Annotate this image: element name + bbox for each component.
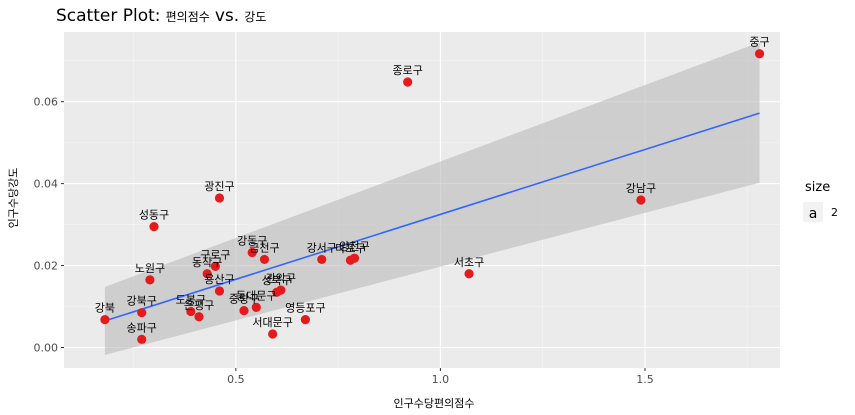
- point-label: 구로구: [200, 248, 230, 261]
- legend: size a 2: [803, 180, 838, 222]
- point-label: 강서구: [307, 241, 337, 254]
- data-point: [186, 306, 196, 317]
- x-axis-ticks: 0.5 1.0 1.5: [227, 368, 654, 386]
- y-axis-ticks: 0.00 0.02 0.04 0.06: [34, 96, 64, 355]
- data-point: [137, 308, 147, 318]
- x-tick-label: 1.0: [432, 373, 450, 386]
- chart-title: Scatter Plot: 편의점수 vs. 강도: [56, 6, 266, 26]
- point-label: 강북구: [127, 295, 157, 308]
- point-label: 은평구: [184, 299, 214, 312]
- chart-title-part1: Scatter Plot:: [56, 6, 161, 26]
- data-point: [247, 247, 257, 258]
- chart-title-part3: vs.: [214, 6, 240, 26]
- y-axis-label: 인구수당강도: [7, 168, 20, 229]
- data-point: [194, 312, 204, 322]
- point-label: 노원구: [135, 262, 165, 275]
- point-label: 중구: [749, 36, 769, 49]
- data-point: [149, 222, 159, 232]
- chart-title-part2: 편의점수: [165, 10, 210, 24]
- point-label: 서초구: [454, 256, 484, 269]
- point-label: 양천구: [339, 239, 369, 253]
- legend-title: size: [805, 180, 830, 195]
- point-label: 영등포구: [285, 302, 325, 315]
- data-point: [239, 306, 249, 316]
- x-tick-label: 1.5: [636, 373, 654, 386]
- data-point: [214, 193, 225, 203]
- data-point: [403, 77, 413, 87]
- point-label: 동작구: [192, 256, 222, 269]
- data-point: [317, 254, 327, 265]
- data-point: [268, 329, 278, 339]
- point-label: 동대문구: [236, 289, 276, 302]
- data-point: [214, 286, 225, 296]
- data-point: [464, 269, 474, 279]
- point-label: 광진구: [204, 180, 234, 193]
- legend-key-box: [803, 202, 823, 222]
- data-point: [145, 275, 155, 285]
- fit-line: [104, 112, 760, 322]
- y-tick-label: 0.02: [34, 260, 59, 273]
- legend-key-label: 2: [831, 206, 838, 219]
- data-point: [202, 269, 212, 279]
- y-tick-label: 0.00: [34, 342, 59, 355]
- point-label: 강북: [95, 302, 115, 315]
- data-point: [251, 302, 261, 312]
- data-point: [300, 315, 310, 325]
- x-axis-label: 인구수당편의점수: [394, 397, 475, 410]
- y-tick-label: 0.04: [34, 178, 59, 191]
- point-label: 마포구: [335, 242, 365, 255]
- point-label: 중랑구: [229, 293, 259, 306]
- point-label: 송파구: [127, 321, 157, 334]
- point-label: 서대문구: [252, 316, 292, 329]
- data-point: [100, 315, 110, 325]
- point-label: 종로구: [392, 64, 422, 77]
- point-label: 도봉구: [176, 293, 206, 306]
- point-label: 관악구: [266, 272, 296, 285]
- chart-title-part4: 강도: [244, 10, 267, 24]
- point-label: 용산구: [204, 273, 234, 286]
- point-label: 강동구: [237, 234, 267, 247]
- data-point: [349, 253, 360, 263]
- data-point: [272, 287, 282, 297]
- point-label: 금천구: [249, 240, 279, 254]
- data-point: [754, 49, 765, 59]
- data-point: [137, 334, 147, 344]
- point-label: 강남구: [626, 182, 656, 195]
- confidence-ribbon: [104, 42, 760, 355]
- data-point: [636, 195, 646, 205]
- point-label: 성동구: [139, 209, 169, 222]
- data-point: [259, 254, 270, 265]
- y-tick-label: 0.06: [34, 96, 59, 109]
- data-points: [100, 49, 765, 344]
- point-label: 성북구: [262, 274, 292, 287]
- data-point: [210, 261, 220, 271]
- legend-key-glyph: a: [809, 206, 818, 222]
- x-tick-label: 0.5: [227, 373, 245, 386]
